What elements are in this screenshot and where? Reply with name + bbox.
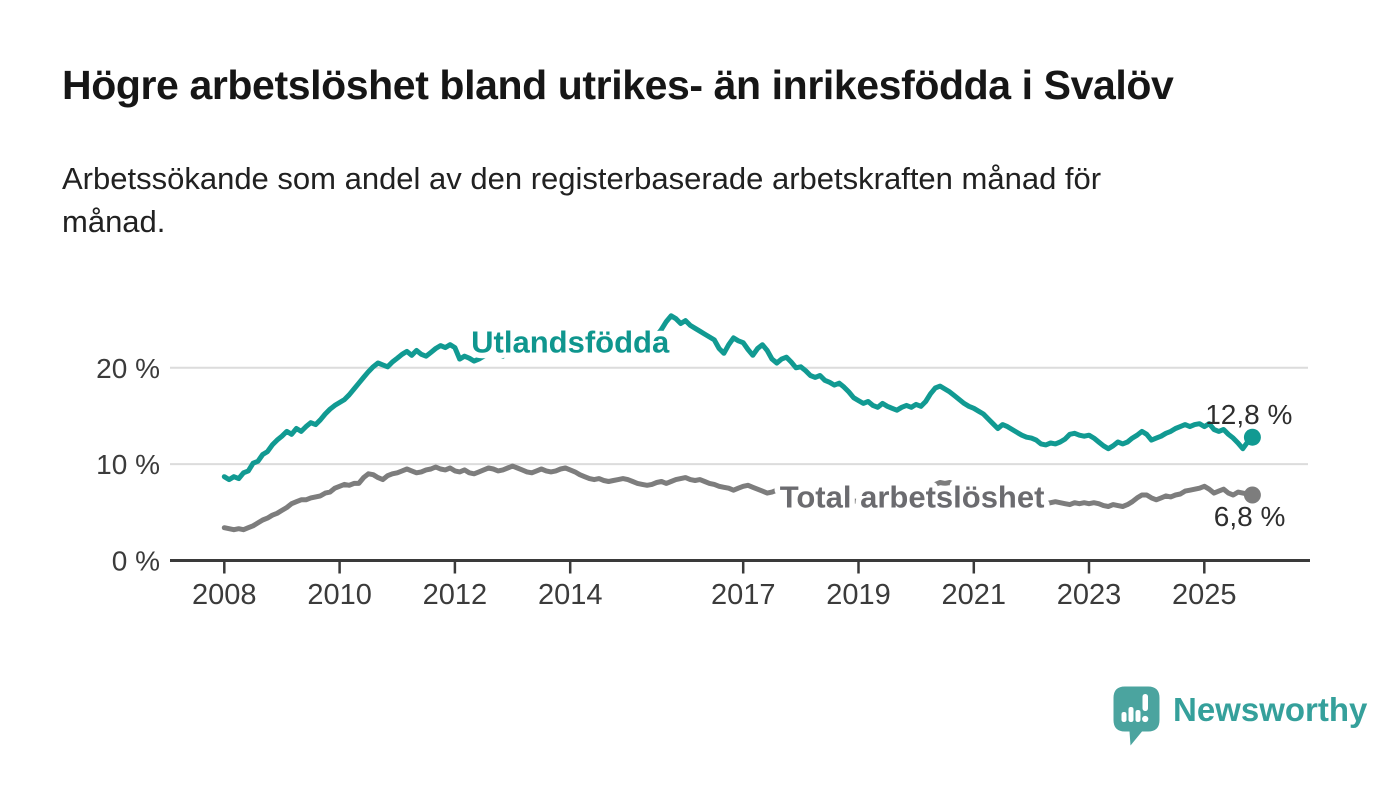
x-axis-label: 2017 bbox=[711, 579, 776, 611]
logo-exclamation-bar bbox=[1142, 694, 1148, 711]
logo-bar-2 bbox=[1128, 707, 1134, 722]
newsworthy-logo-icon bbox=[1113, 686, 1160, 746]
logo-bar-3 bbox=[1135, 710, 1141, 722]
y-axis-label: 20 % bbox=[96, 353, 160, 384]
y-axis-label: 10 % bbox=[96, 449, 160, 480]
series-label-utlandsf-dda: Utlandsfödda bbox=[471, 324, 670, 359]
series-line-total-arbetsl-shet bbox=[221, 463, 1255, 533]
newsworthy-logo-text: Newsworthy bbox=[1173, 691, 1368, 728]
x-axis-label: 2023 bbox=[1057, 579, 1122, 611]
x-axis-label: 2019 bbox=[826, 579, 891, 611]
logo-bar-1 bbox=[1121, 712, 1127, 722]
series-end-dot-utlandsf-dda bbox=[1243, 428, 1261, 446]
newsworthy-logo: Newsworthy bbox=[1113, 686, 1367, 748]
series-end-value-total-arbetsl-shet: 6,8 % bbox=[1214, 501, 1286, 532]
series-end-dot-total-arbetsl-shet bbox=[1243, 486, 1261, 504]
series-end-value-utlandsf-dda: 12,8 % bbox=[1205, 399, 1292, 430]
x-axis-label: 2014 bbox=[538, 579, 603, 611]
x-axis-label: 2010 bbox=[307, 579, 372, 611]
chart-subtitle: Arbetssökande som andel av den registerb… bbox=[62, 161, 1102, 239]
x-axis-label: 2008 bbox=[192, 579, 257, 611]
x-axis-label: 2025 bbox=[1172, 579, 1237, 611]
series-line-utlandsf-dda bbox=[221, 313, 1255, 483]
chart-title: Högre arbetslöshet bland utrikes- än inr… bbox=[62, 62, 1174, 108]
x-axis-label: 2012 bbox=[423, 579, 488, 611]
y-axis-label: 0 % bbox=[112, 546, 160, 577]
x-axis-label: 2021 bbox=[942, 579, 1007, 611]
series-label-total-arbetsl-shet: Total arbetslöshet bbox=[780, 480, 1045, 515]
logo-exclamation-dot bbox=[1142, 715, 1149, 723]
